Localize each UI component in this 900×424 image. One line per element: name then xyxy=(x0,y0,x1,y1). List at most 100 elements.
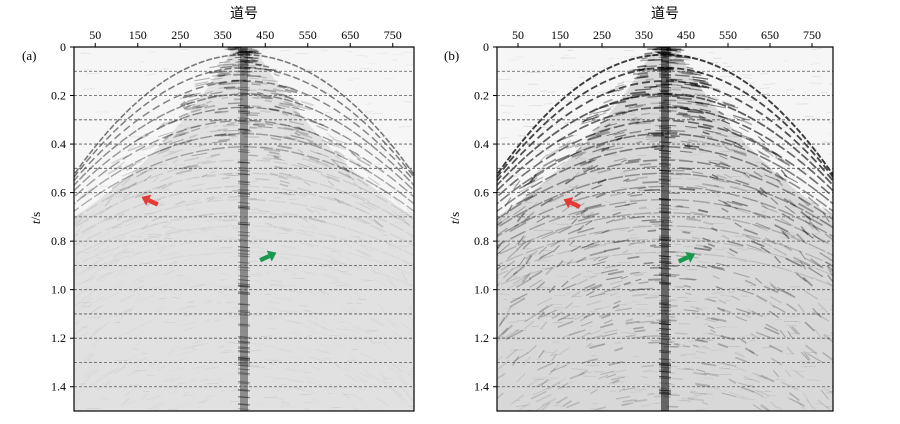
noise-mark xyxy=(548,200,558,202)
wiggle-mark xyxy=(775,171,784,181)
noise-mark xyxy=(237,284,251,287)
noise-mark xyxy=(564,100,570,102)
noise-mark xyxy=(237,311,251,314)
wiggle-mark xyxy=(723,103,739,109)
wiggle-mark xyxy=(278,175,288,180)
noise-mark xyxy=(658,156,672,159)
wiggle-mark xyxy=(692,344,700,348)
reflection-event xyxy=(497,80,833,183)
wiggle-mark xyxy=(294,131,301,137)
wiggle-mark xyxy=(693,80,709,84)
wiggle-mark xyxy=(558,141,575,149)
noise-mark xyxy=(237,357,251,360)
wiggle-mark xyxy=(255,63,263,66)
wiggle-mark xyxy=(694,382,711,387)
wiggle-mark xyxy=(644,188,660,192)
wiggle-mark xyxy=(305,207,314,213)
noise-mark xyxy=(735,49,749,51)
wiggle-mark xyxy=(580,332,591,338)
wiggle-mark xyxy=(570,273,582,280)
wiggle-mark xyxy=(743,172,750,178)
wiggle-mark xyxy=(795,272,807,283)
noise-mark xyxy=(150,204,165,206)
noise-mark xyxy=(658,56,672,59)
wiggle-mark xyxy=(709,189,719,195)
wiggle-mark xyxy=(585,220,593,226)
noise-mark xyxy=(237,323,251,326)
wiggle-mark xyxy=(274,105,281,109)
wiggle-mark xyxy=(320,173,331,180)
wiggle-mark xyxy=(497,227,508,236)
wiggle-mark xyxy=(708,332,725,338)
wiggle-mark xyxy=(536,297,553,306)
wiggle-mark xyxy=(679,150,693,154)
wiggle-mark xyxy=(514,217,530,228)
noise-mark xyxy=(372,112,383,115)
wiggle-mark xyxy=(730,148,747,155)
wiggle-mark xyxy=(210,129,220,133)
wiggle-mark xyxy=(834,283,842,293)
noise-mark xyxy=(233,342,241,344)
wiggle-mark xyxy=(214,110,222,114)
wiggle-mark xyxy=(649,244,656,247)
wiggle-mark xyxy=(557,226,572,234)
x-tick-label: 150 xyxy=(129,28,147,42)
noise-mark xyxy=(320,49,328,51)
noise-mark xyxy=(658,328,672,331)
wiggle-mark xyxy=(642,335,659,338)
noise-mark xyxy=(658,199,672,202)
wiggle-mark xyxy=(255,63,262,67)
wiggle-mark xyxy=(698,208,708,214)
wiggle-mark xyxy=(697,147,704,151)
wiggle-mark xyxy=(162,136,169,143)
wiggle-mark xyxy=(231,135,238,138)
wiggle-mark xyxy=(128,160,143,169)
wiggle-mark xyxy=(562,399,572,408)
wiggle-mark xyxy=(497,221,503,228)
wiggle-mark xyxy=(696,264,708,269)
noise-mark xyxy=(740,335,754,337)
noise-mark xyxy=(347,51,353,53)
wiggle-mark xyxy=(354,215,371,225)
noise-mark xyxy=(594,231,601,234)
wiggle-mark xyxy=(608,360,624,366)
wiggle-mark xyxy=(600,269,618,274)
wiggle-mark xyxy=(641,57,648,60)
noise-mark xyxy=(96,256,103,259)
noise-mark xyxy=(306,335,312,337)
wiggle-mark xyxy=(525,254,533,265)
wiggle-mark xyxy=(652,48,658,51)
wiggle-mark xyxy=(754,389,770,397)
wiggle-mark xyxy=(223,129,241,132)
wiggle-mark xyxy=(406,207,414,217)
wiggle-mark xyxy=(416,368,427,379)
wiggle-mark xyxy=(670,345,680,348)
wiggle-mark xyxy=(632,293,648,297)
noise-mark xyxy=(237,234,251,237)
wiggle-mark xyxy=(764,149,774,157)
wiggle-mark xyxy=(632,93,650,97)
wiggle-mark xyxy=(629,118,642,122)
wiggle-mark xyxy=(303,181,311,187)
x-tick-label: 550 xyxy=(719,28,737,42)
wiggle-mark xyxy=(638,206,647,210)
noise-mark xyxy=(725,65,733,67)
noise-mark xyxy=(386,381,394,384)
wiggle-mark xyxy=(617,128,627,134)
wiggle-mark xyxy=(638,188,654,192)
wiggle-mark xyxy=(812,308,822,318)
x-tick-label: 650 xyxy=(341,28,359,42)
wiggle-mark xyxy=(182,92,191,98)
wiggle-mark xyxy=(748,137,760,145)
noise-mark xyxy=(761,314,770,316)
noise-mark xyxy=(658,351,672,354)
noise-mark xyxy=(807,379,820,381)
wiggle-mark xyxy=(334,155,347,163)
signal-cone xyxy=(74,47,414,411)
wiggle-mark xyxy=(377,189,392,199)
wiggle-mark xyxy=(293,105,300,110)
wiggle-mark xyxy=(300,153,309,159)
wiggle-mark xyxy=(505,306,512,317)
wiggle-mark xyxy=(760,404,770,411)
noise-mark xyxy=(237,373,251,376)
